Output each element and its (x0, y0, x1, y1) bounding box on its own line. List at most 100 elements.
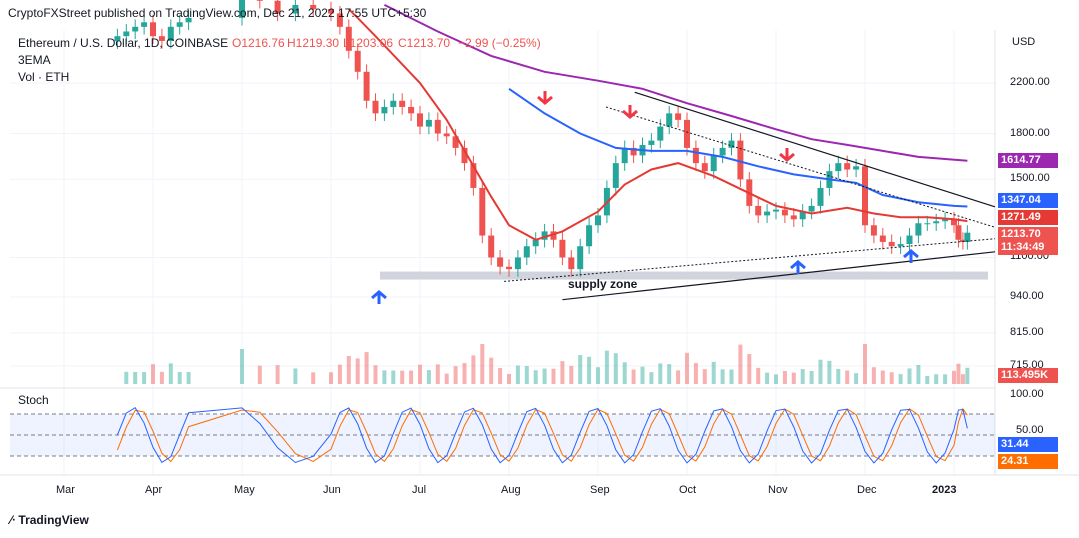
volume-bar (640, 366, 645, 384)
candle-body (123, 31, 130, 37)
price-tick-label: 2200.00 (1010, 76, 1050, 88)
volume-bar (774, 374, 778, 384)
volume-bar (373, 365, 378, 384)
volume-bar (498, 368, 503, 384)
time-tick-label: Mar (56, 484, 75, 496)
time-tick-label: Jun (323, 484, 341, 496)
candle-body (942, 219, 949, 222)
volume-bar (311, 372, 316, 384)
volume-bar (952, 370, 956, 384)
volume-bar (711, 361, 716, 384)
stoch-d-value-badge: 24.31 (998, 454, 1058, 469)
volume-bar (275, 365, 280, 384)
candle-body (470, 163, 477, 188)
candle-body (141, 22, 148, 27)
volume-bar (676, 370, 681, 384)
ema-line-short (348, 8, 968, 241)
indicator-3ema[interactable]: 3EMA (18, 53, 51, 67)
candle-body (292, 4, 299, 14)
volume-bar (800, 369, 805, 384)
volume-bar (845, 370, 850, 384)
volume-bar (956, 363, 961, 384)
candle-body (684, 119, 690, 148)
candle-body (764, 211, 771, 216)
ema-long-price-badge: 1614.77 (998, 153, 1058, 168)
price-tick-label: 1500.00 (1010, 172, 1050, 185)
volume-bar (489, 357, 494, 384)
arrow-head (537, 95, 553, 105)
candle-body (933, 221, 940, 224)
candle-body (817, 187, 824, 206)
candle-body (586, 225, 593, 247)
volume-bar (765, 372, 770, 384)
volume-bar (720, 369, 725, 384)
volume-bar (533, 370, 538, 384)
resistance-trendline (634, 91, 996, 208)
time-tick-label: Apr (145, 484, 163, 496)
volume-value-badge: 113.495K (998, 368, 1058, 383)
stoch-label[interactable]: Stoch (18, 393, 49, 407)
candle-body (256, 0, 263, 1)
price-tick-label: 1800.00 (1010, 126, 1050, 139)
volume-bar (133, 371, 138, 384)
candle-body (844, 163, 851, 170)
stoch-panel (10, 407, 995, 464)
volume-bar (587, 356, 592, 384)
time-tick-label: Oct (679, 484, 697, 496)
volume-bar (925, 376, 930, 384)
candle-body (790, 215, 797, 220)
candle-body (176, 22, 183, 27)
candle-body (363, 71, 370, 101)
candle-body (737, 140, 744, 180)
candle-body (239, 0, 245, 18)
volume-bar (257, 365, 262, 384)
tradingview-logo[interactable]: ⁄ᐧ TradingView (10, 513, 89, 527)
price-tick-label: 815.00 (1010, 325, 1044, 338)
arrow-head (779, 152, 795, 162)
indicator-vol[interactable]: Vol · ETH (18, 70, 70, 84)
candle-body (648, 140, 655, 145)
candle-body (158, 36, 165, 41)
volume-bar (418, 364, 422, 384)
candle-body (773, 209, 779, 212)
candle-body (336, 13, 343, 27)
volume-bar (355, 358, 360, 384)
candle-body (657, 126, 664, 141)
volume-bar (898, 374, 903, 384)
volume-bar (400, 370, 405, 384)
candle-body (862, 166, 868, 226)
arrow-up (903, 249, 919, 263)
volume-bar (542, 368, 547, 384)
arrow-down (622, 105, 638, 119)
countdown-badge: 11:34:49 (998, 240, 1058, 255)
supply-zone-band (380, 271, 988, 280)
volume-bar (622, 362, 627, 384)
volume-bar (177, 372, 182, 384)
candle-body (675, 113, 682, 120)
candle-body (879, 235, 886, 242)
tv-brand: TradingView (18, 513, 89, 527)
stoch-d-line (116, 407, 968, 463)
volume-bar (809, 371, 814, 384)
symbol-label[interactable]: Ethereum / U.S. Dollar, 1D, COINBASE (18, 36, 229, 50)
ema-lines (348, 4, 968, 241)
volume-bar (159, 371, 164, 384)
volume-bar (791, 372, 796, 384)
volume-bar (596, 367, 600, 384)
volume-bar (756, 367, 761, 384)
candle-body (514, 257, 521, 270)
candle-body (452, 136, 459, 148)
arrow-head (371, 290, 387, 300)
candle-body (621, 147, 628, 164)
volume-bar (782, 371, 787, 384)
time-tick-label: Nov (768, 484, 788, 496)
candle-body (577, 246, 584, 270)
volume-bar (854, 373, 859, 384)
volume-bar (569, 366, 574, 384)
volume-bar (364, 352, 369, 384)
stoch-tick-50: 50.00 (1016, 424, 1044, 436)
candle-body (630, 147, 637, 156)
candle-body (390, 100, 397, 107)
candle-body (132, 26, 139, 32)
